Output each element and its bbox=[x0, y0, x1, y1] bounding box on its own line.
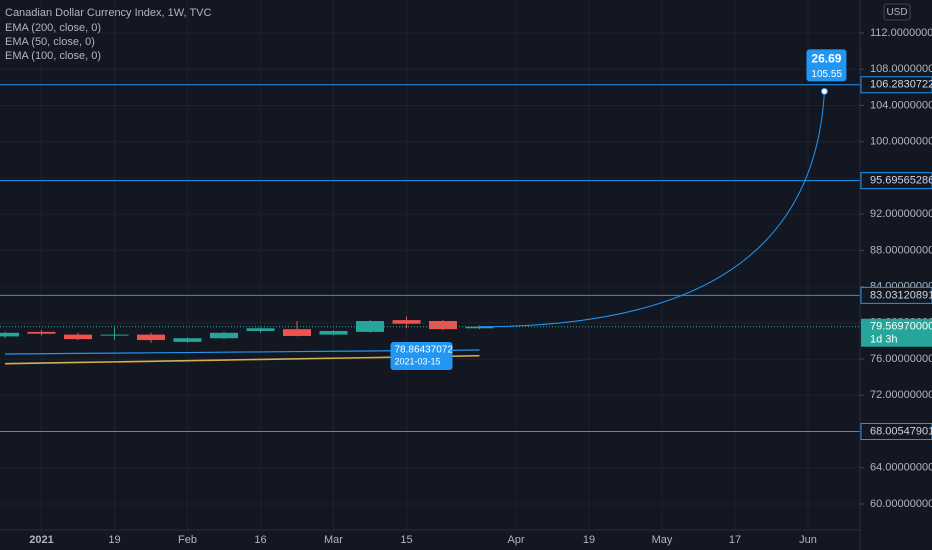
candle-body bbox=[64, 334, 92, 340]
x-tick-label: 19 bbox=[583, 534, 595, 546]
x-tick-label: Feb bbox=[178, 534, 197, 546]
y-tick-label: 76.00000000 bbox=[870, 353, 932, 365]
level-label-box bbox=[860, 286, 932, 304]
indicator-legend: EMA (50, close, 0) bbox=[5, 36, 95, 48]
price-axis: 60.0000000064.0000000068.0000000072.0000… bbox=[860, 27, 932, 510]
projection-curve bbox=[479, 91, 825, 328]
x-tick-label: 16 bbox=[254, 534, 266, 546]
tooltip-value: 78.86437072 bbox=[395, 345, 454, 356]
y-tick-label: 88.00000000 bbox=[870, 244, 932, 256]
x-tick-label: Apr bbox=[507, 534, 524, 546]
candle-body bbox=[319, 330, 348, 335]
y-tick-label: 60.00000000 bbox=[870, 498, 932, 510]
x-tick-label: Jun bbox=[799, 534, 817, 546]
currency-button-frame[interactable] bbox=[883, 3, 911, 21]
x-tick-label: Mar bbox=[324, 534, 343, 546]
y-tick-label: 92.00000000 bbox=[870, 208, 932, 220]
projection-label-box bbox=[806, 49, 847, 82]
tooltip-date: 2021-03-15 bbox=[395, 356, 441, 366]
candle-body bbox=[173, 338, 202, 342]
indicator-legend: EMA (100, close, 0) bbox=[5, 50, 101, 62]
tooltip-box bbox=[390, 342, 453, 370]
projection-price: 105.55 bbox=[811, 69, 842, 80]
currency-button[interactable]: USD bbox=[883, 3, 911, 21]
currency-label[interactable]: USD bbox=[886, 7, 907, 18]
candle-body bbox=[429, 321, 457, 330]
x-tick-label: May bbox=[652, 534, 673, 546]
y-tick-label: 100.00000000 bbox=[870, 136, 932, 148]
time-axis: 2021 19 Feb 16 Mar 15 Apr 19 May 17 Jun bbox=[29, 534, 817, 546]
y-tick-label: 112.00000000 bbox=[870, 27, 932, 39]
x-tick-label: 19 bbox=[108, 534, 120, 546]
chart-title: Canadian Dollar Currency Index, 1W, TVC bbox=[5, 7, 211, 19]
candle-body bbox=[392, 320, 421, 324]
level-label: 106.28307227 bbox=[870, 79, 932, 91]
candle-body bbox=[137, 334, 165, 341]
candle-body bbox=[27, 331, 56, 334]
y-tick-label: 104.00000000 bbox=[870, 99, 932, 111]
countdown-label: 1d 3h bbox=[870, 334, 898, 346]
level-label: 95.69565286 bbox=[870, 175, 932, 187]
level-label-box bbox=[860, 172, 932, 190]
last-price-label: 79.56970000 bbox=[870, 321, 932, 333]
x-tick-label: 15 bbox=[400, 534, 412, 546]
projection-change: 26.69 bbox=[811, 52, 841, 66]
candle-body bbox=[210, 332, 238, 339]
candle-body bbox=[283, 329, 311, 336]
candle-body bbox=[246, 328, 275, 331]
x-tick-label: 2021 bbox=[29, 534, 53, 546]
y-tick-label: 108.00000000 bbox=[870, 63, 932, 75]
level-label: 68.00547901 bbox=[870, 425, 932, 437]
x-tick-label: 17 bbox=[729, 534, 741, 546]
level-label-box bbox=[860, 422, 932, 440]
level-label: 83.03120891 bbox=[870, 289, 932, 301]
y-tick-label: 72.00000000 bbox=[870, 389, 932, 401]
candle-body bbox=[0, 332, 19, 337]
candle-body bbox=[465, 326, 494, 329]
last-price-box bbox=[861, 318, 932, 347]
projection-handle bbox=[820, 87, 828, 95]
y-tick-label: 64.00000000 bbox=[870, 462, 932, 474]
level-label-box bbox=[860, 76, 932, 94]
indicator-legend: EMA (200, close, 0) bbox=[5, 22, 101, 34]
candle-body bbox=[100, 334, 129, 336]
